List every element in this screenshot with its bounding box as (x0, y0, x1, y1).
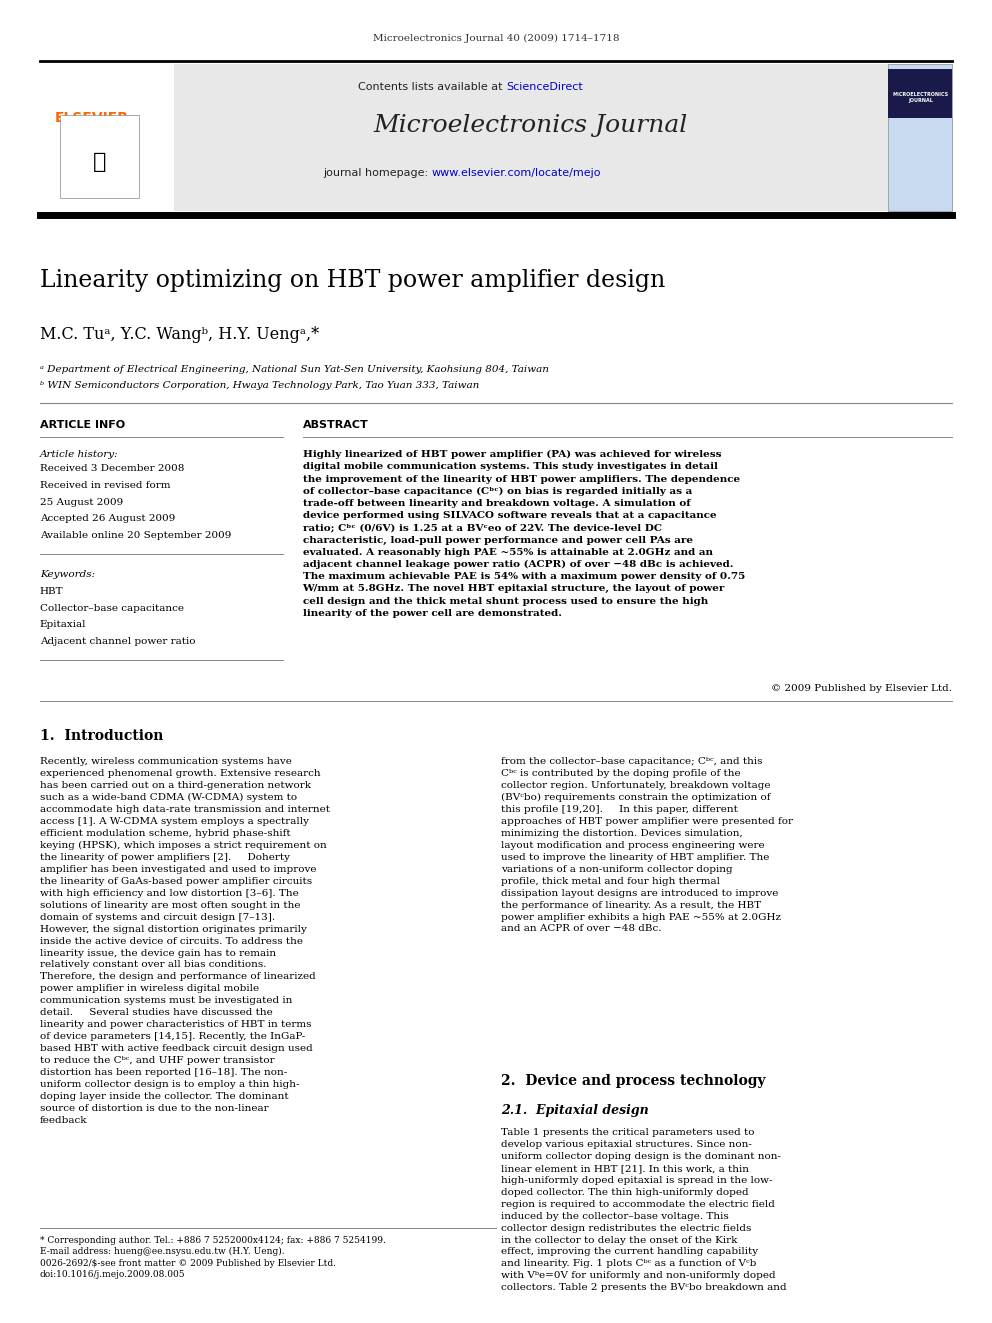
Text: Table 1 presents the critical parameters used to
develop various epitaxial struc: Table 1 presents the critical parameters… (501, 1129, 787, 1293)
Text: 0026-2692/$-see front matter © 2009 Published by Elsevier Ltd.: 0026-2692/$-see front matter © 2009 Publ… (40, 1258, 335, 1267)
Text: www.elsevier.com/locate/mejo: www.elsevier.com/locate/mejo (432, 168, 601, 177)
Text: 25 August 2009: 25 August 2009 (40, 497, 123, 507)
Text: Epitaxial: Epitaxial (40, 620, 86, 630)
Text: ABSTRACT: ABSTRACT (303, 419, 368, 430)
Text: 2.1.  Epitaxial design: 2.1. Epitaxial design (501, 1103, 649, 1117)
Text: Microelectronics Journal: Microelectronics Journal (374, 114, 687, 136)
Text: doi:10.1016/j.mejo.2009.08.005: doi:10.1016/j.mejo.2009.08.005 (40, 1270, 186, 1279)
Text: M.C. Tuᵃ, Y.C. Wangᵇ, H.Y. Uengᵃ,*: M.C. Tuᵃ, Y.C. Wangᵇ, H.Y. Uengᵃ,* (40, 327, 318, 343)
Text: Recently, wireless communication systems have
experienced phenomenal growth. Ext: Recently, wireless communication systems… (40, 757, 329, 1125)
Text: Keywords:: Keywords: (40, 570, 95, 579)
FancyBboxPatch shape (40, 64, 169, 212)
Text: 🌳: 🌳 (92, 152, 106, 172)
Text: Highly linearized of HBT power amplifier (PA) was achieved for wireless
digital : Highly linearized of HBT power amplifier… (303, 450, 745, 618)
Text: MICROELECTRONICS
JOURNAL: MICROELECTRONICS JOURNAL (893, 91, 948, 103)
Text: E-mail address: hueng@ee.nsysu.edu.tw (H.Y. Ueng).: E-mail address: hueng@ee.nsysu.edu.tw (H… (40, 1248, 285, 1256)
Text: Linearity optimizing on HBT power amplifier design: Linearity optimizing on HBT power amplif… (40, 269, 665, 291)
Text: Received in revised form: Received in revised form (40, 480, 171, 490)
Text: HBT: HBT (40, 587, 63, 597)
Text: Collector–base capacitance: Collector–base capacitance (40, 603, 184, 613)
FancyBboxPatch shape (888, 64, 952, 212)
Text: ELSEVIER: ELSEVIER (55, 111, 129, 124)
Text: ᵃ Department of Electrical Engineering, National Sun Yat-Sen University, Kaohsiu: ᵃ Department of Electrical Engineering, … (40, 365, 549, 373)
Text: Accepted 26 August 2009: Accepted 26 August 2009 (40, 515, 175, 523)
Text: Microelectronics Journal 40 (2009) 1714–1718: Microelectronics Journal 40 (2009) 1714–… (373, 34, 619, 42)
FancyBboxPatch shape (888, 69, 952, 118)
Text: ᵇ WIN Semiconductors Corporation, Hwaya Technology Park, Tao Yuan 333, Taiwan: ᵇ WIN Semiconductors Corporation, Hwaya … (40, 381, 479, 390)
Text: 1.  Introduction: 1. Introduction (40, 729, 163, 744)
FancyBboxPatch shape (60, 115, 139, 198)
Text: journal homepage:: journal homepage: (322, 168, 432, 177)
Text: 2.  Device and process technology: 2. Device and process technology (501, 1074, 766, 1089)
Text: Adjacent channel power ratio: Adjacent channel power ratio (40, 636, 195, 646)
Text: Available online 20 September 2009: Available online 20 September 2009 (40, 531, 231, 540)
Text: Article history:: Article history: (40, 450, 118, 459)
Text: Received 3 December 2008: Received 3 December 2008 (40, 464, 185, 474)
Text: ARTICLE INFO: ARTICLE INFO (40, 419, 125, 430)
Text: Contents lists available at: Contents lists available at (358, 82, 506, 93)
Text: from the collector–base capacitance; Cᵇᶜ, and this
Cᵇᶜ is contributed by the dop: from the collector–base capacitance; Cᵇᶜ… (501, 757, 793, 934)
FancyBboxPatch shape (174, 64, 888, 212)
Text: * Corresponding author. Tel.: +886 7 5252000x4124; fax: +886 7 5254199.: * Corresponding author. Tel.: +886 7 525… (40, 1236, 386, 1245)
Text: © 2009 Published by Elsevier Ltd.: © 2009 Published by Elsevier Ltd. (772, 684, 952, 693)
Text: ScienceDirect: ScienceDirect (506, 82, 582, 93)
